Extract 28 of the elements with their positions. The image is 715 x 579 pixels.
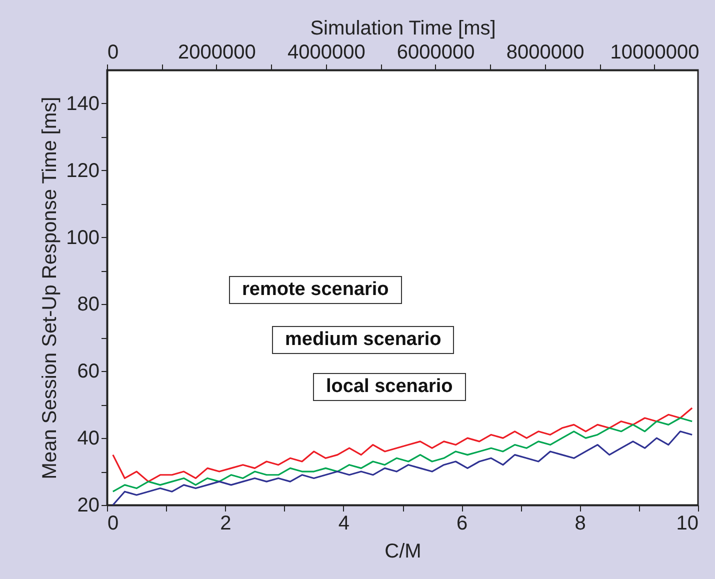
x2-tick-label: 8000000	[506, 42, 584, 64]
annotation: remote scenario	[229, 276, 402, 304]
line-series	[112, 417, 693, 492]
x-tick-label: 6	[456, 512, 468, 534]
annotation: medium scenario	[272, 326, 454, 354]
line-series	[112, 430, 693, 505]
y-tick-label: 120	[66, 160, 100, 182]
y-tick-label: 60	[77, 360, 100, 383]
line-series	[112, 407, 693, 482]
x-tick-label: 10	[676, 512, 698, 534]
x2-axis-title: Simulation Time [ms]	[310, 18, 496, 40]
annotation: local scenario	[313, 373, 466, 401]
y-tick-label: 140	[66, 92, 100, 115]
y-tick-label: 100	[66, 226, 100, 249]
x-tick-label: 2	[220, 512, 232, 534]
x2-tick-label: 0	[108, 42, 119, 64]
y-axis-title: Mean Session Set-Up Response Time [ms]	[39, 96, 62, 480]
x-tick-label: 0	[108, 512, 119, 534]
y-tick-label: 20	[77, 494, 100, 516]
x-tick-label: 8	[574, 512, 586, 534]
y-tick-label: 40	[77, 428, 100, 450]
y-tick-label: 80	[77, 294, 100, 316]
x-axis-title: C/M	[384, 540, 422, 562]
x2-tick-label: 2000000	[178, 42, 256, 64]
x2-tick-label: 6000000	[396, 42, 475, 64]
x2-tick-label: 10000000	[610, 42, 700, 64]
x-tick-label: 4	[338, 512, 350, 534]
x2-tick-label: 4000000	[287, 42, 366, 64]
